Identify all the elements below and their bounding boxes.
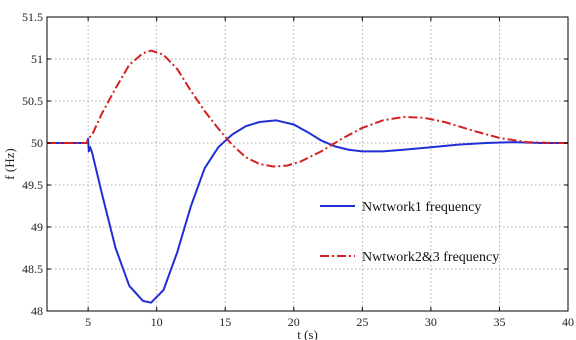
grid <box>47 17 568 311</box>
x-tick-label: 10 <box>151 315 163 329</box>
x-tick-label: 20 <box>288 315 300 329</box>
y-tick-label: 49 <box>31 220 43 234</box>
legend-label-1: Nwtwork1 frequency <box>362 200 481 215</box>
y-tick-label: 48 <box>31 304 43 318</box>
x-tick-label: 25 <box>356 315 368 329</box>
y-tick-label: 49.5 <box>22 178 43 192</box>
y-tick-label: 50.5 <box>22 94 43 108</box>
legend-label-2: Nwtwork2&3 frequency <box>362 250 499 265</box>
plot-frame <box>46 16 569 312</box>
x-tick-label: 35 <box>493 315 505 329</box>
x-axis-label: t (s) <box>297 327 318 340</box>
x-tick-label: 30 <box>425 315 437 329</box>
series-line-2 <box>47 49 568 168</box>
series-lines <box>47 49 568 304</box>
x-tick-label: 40 <box>562 315 574 329</box>
series-line-1 <box>47 119 568 304</box>
y-axis-label: f (Hz) <box>2 148 17 179</box>
y-tick-label: 51.5 <box>22 10 43 24</box>
x-tick-label: 15 <box>219 315 231 329</box>
x-tick-label: 5 <box>85 315 91 329</box>
y-tick-label: 50 <box>31 136 43 150</box>
axis-ticks: 5 10 15 20 25 30 35 40 48 48.5 49 49.5 50 50.5 51 51.5 <box>22 10 574 329</box>
y-tick-label: 48.5 <box>22 262 43 276</box>
legend: Nwtwork1 frequency Nwtwork2&3 frequency <box>320 200 499 265</box>
y-tick-label: 51 <box>31 52 43 66</box>
